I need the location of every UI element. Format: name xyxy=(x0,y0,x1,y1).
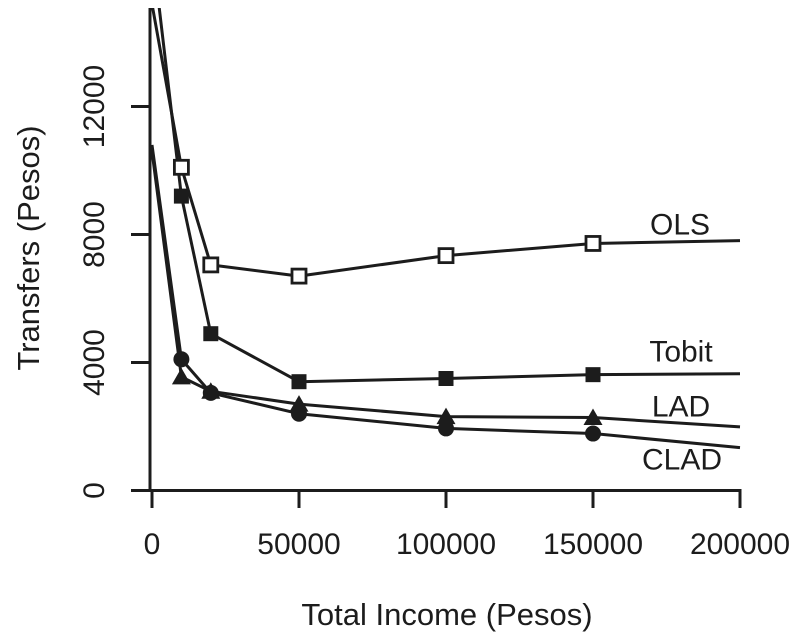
marker-filled-triangle-LAD-10000 xyxy=(171,367,191,385)
x-tick-label: 50000 xyxy=(257,528,340,561)
x-axis-title: Total Income (Pesos) xyxy=(301,597,593,632)
marker-filled-circle-CLAD-100000 xyxy=(438,420,454,437)
marker-filled-circle-CLAD-10000 xyxy=(173,351,190,368)
series-label-OLS: OLS xyxy=(650,209,710,242)
y-axis-title: Transfers (Pesos) xyxy=(11,125,46,371)
plot-area xyxy=(150,8,741,450)
y-tick-label: 0 xyxy=(78,482,111,499)
series-label-Tobit: Tobit xyxy=(649,336,713,369)
x-tick-label: 200000 xyxy=(690,528,790,561)
marker-filled-triangle-LAD-100000 xyxy=(436,407,456,425)
marker-filled-square-Tobit-50000 xyxy=(291,374,307,390)
marker-filled-square-Tobit-10000 xyxy=(173,188,189,204)
marker-open-square-OLS-100000 xyxy=(437,247,455,265)
marker-filled-circle-CLAD-150000 xyxy=(585,425,601,442)
y-tick-label: 12000 xyxy=(78,65,111,148)
series-line-Tobit xyxy=(157,8,741,384)
y-tick-label: 8000 xyxy=(78,201,111,268)
marker-filled-square-Tobit-20000 xyxy=(203,326,219,342)
x-tick-label: 150000 xyxy=(543,528,643,561)
x-tick-label: 100000 xyxy=(396,528,496,561)
marker-filled-square-Tobit-100000 xyxy=(438,371,454,386)
series-label-LAD: LAD xyxy=(652,391,710,424)
marker-filled-triangle-LAD-20000 xyxy=(201,382,221,399)
y-tick-label: 4000 xyxy=(78,329,111,396)
marker-open-square-OLS-20000 xyxy=(202,256,220,274)
marker-filled-triangle-LAD-50000 xyxy=(289,395,309,412)
marker-open-square-OLS-10000 xyxy=(172,158,190,176)
marker-open-square-OLS-50000 xyxy=(290,267,308,285)
marker-open-square-OLS-150000 xyxy=(584,235,602,252)
x-tick-label: 0 xyxy=(144,528,161,561)
series-label-CLAD: CLAD xyxy=(642,444,722,477)
marker-filled-square-Tobit-150000 xyxy=(585,367,601,383)
marker-filled-triangle-LAD-150000 xyxy=(583,408,603,426)
